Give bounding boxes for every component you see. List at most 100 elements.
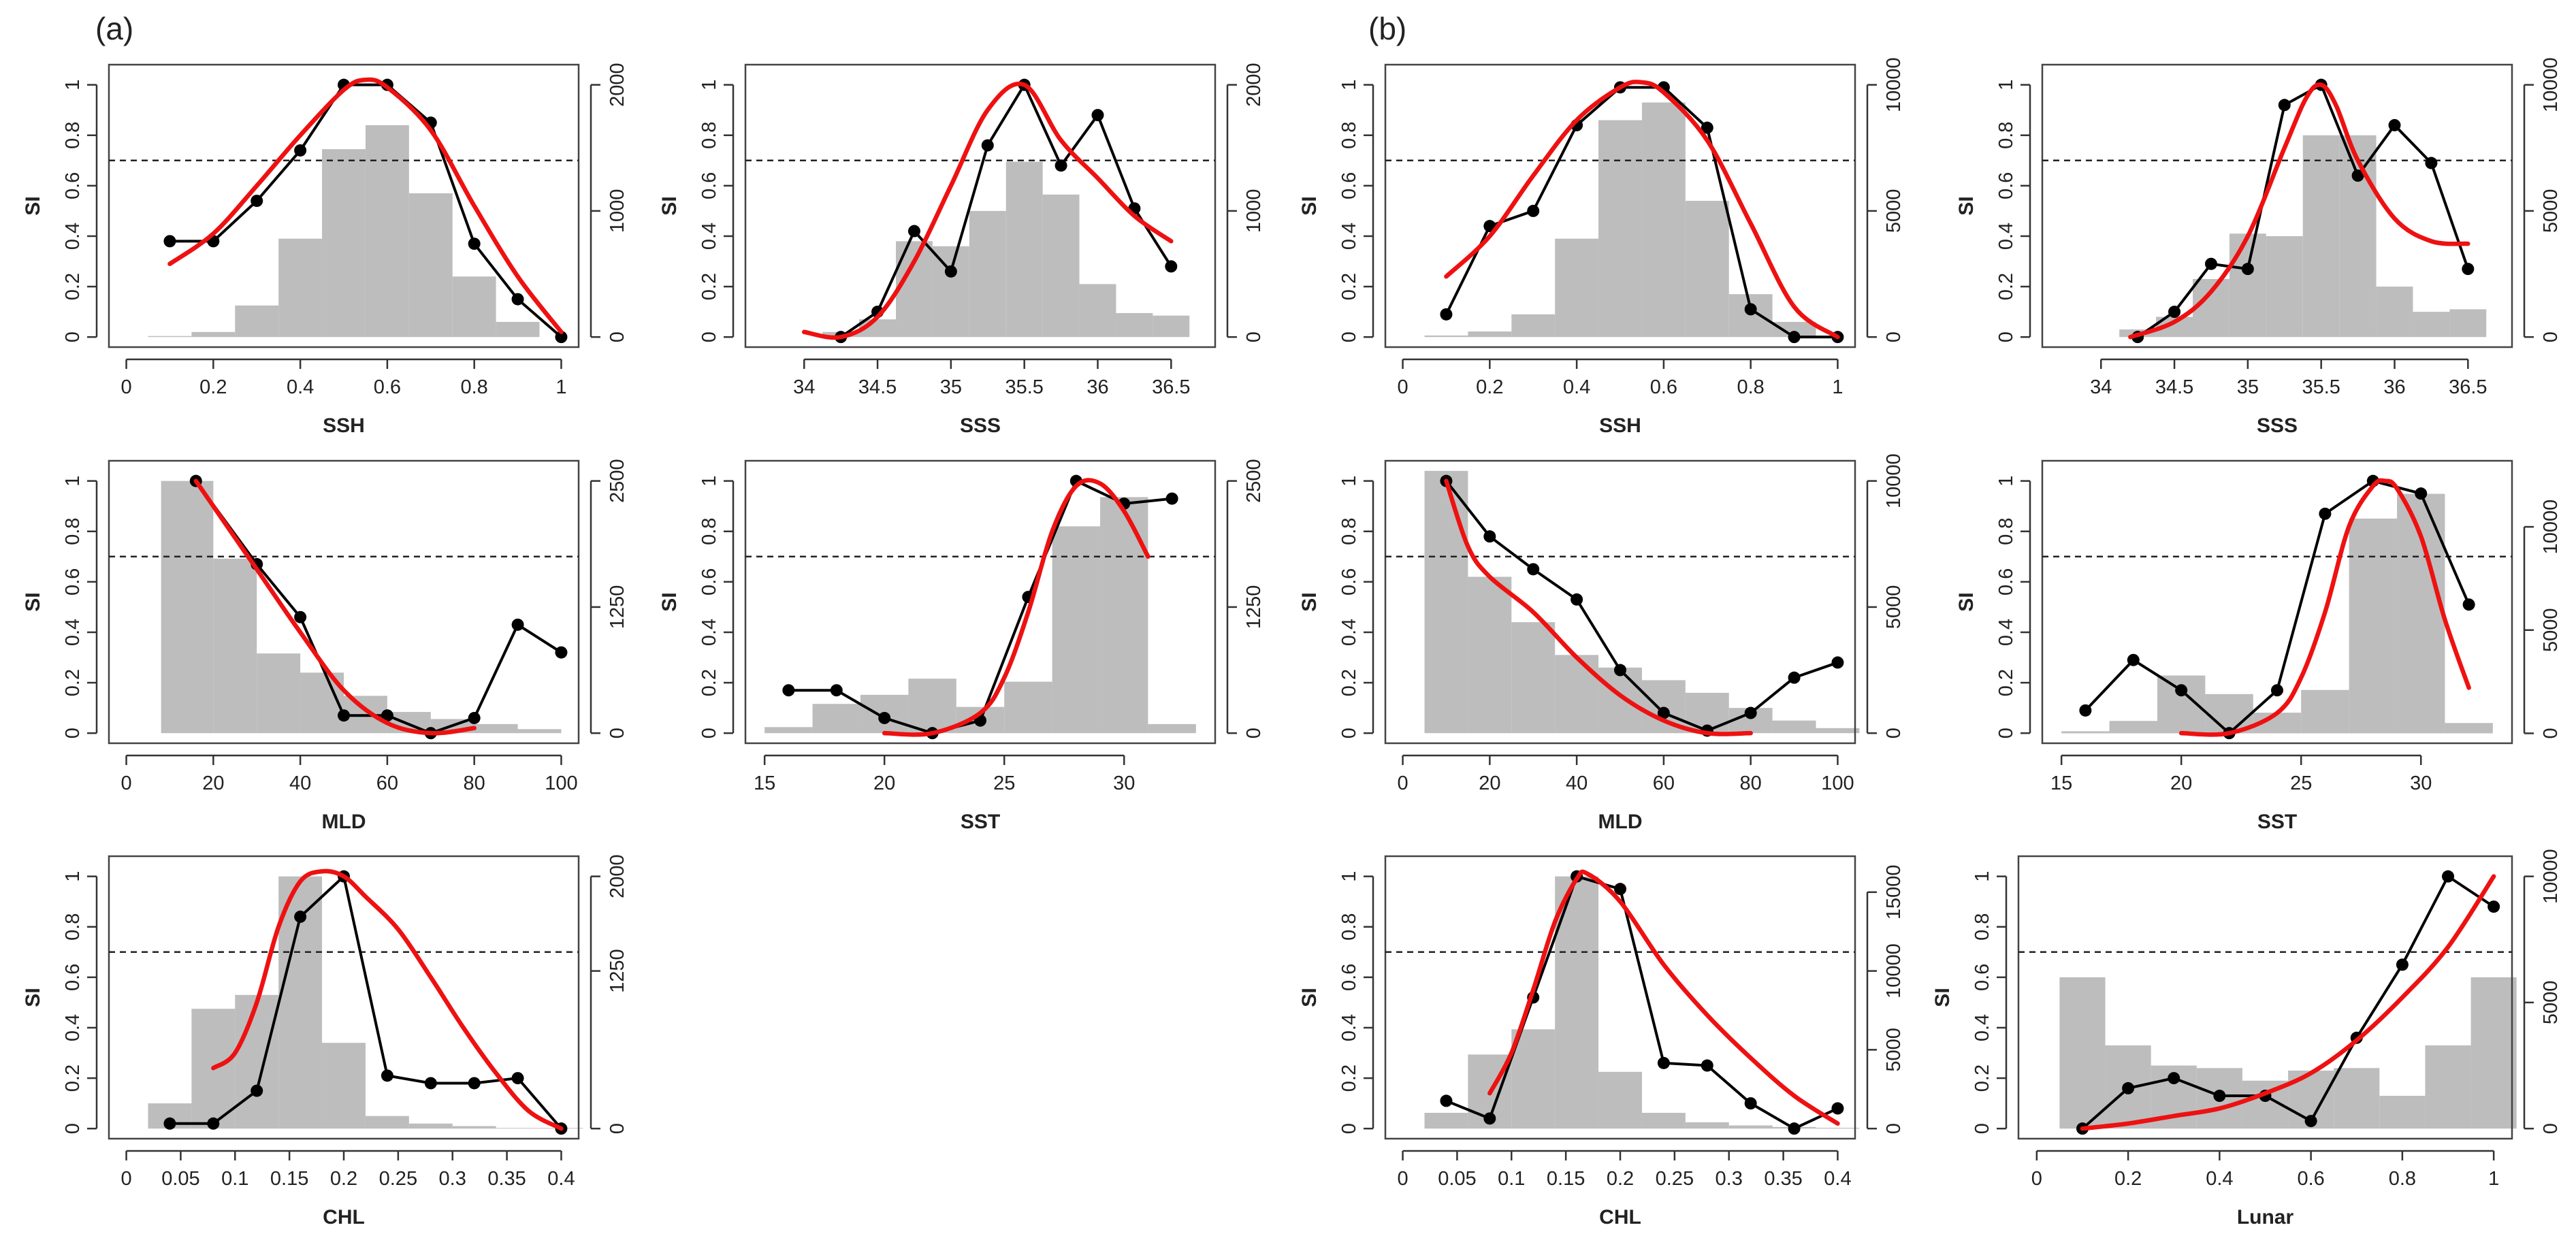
x-axis-title: MLD — [1598, 811, 1643, 833]
y-tick-label: 0.6 — [698, 172, 720, 199]
si-fitted-curve — [1487, 869, 1840, 1126]
si-point — [468, 1077, 481, 1090]
y-tick-label: 0.6 — [62, 172, 84, 199]
histogram-bar — [452, 1126, 496, 1129]
si-point — [294, 611, 307, 623]
si-points — [163, 78, 568, 344]
x-tick-label: 0.2 — [1476, 376, 1503, 398]
histogram-bar — [1685, 201, 1729, 338]
si-fitted-curve — [193, 478, 477, 736]
y-tick-label: 0 — [1971, 1123, 1993, 1134]
y2-tick-label: 2500 — [607, 459, 628, 503]
y2-tick-label: 5000 — [2540, 189, 2562, 233]
histogram-bar — [1153, 315, 1190, 338]
plot-frame — [2041, 459, 2513, 745]
histogram-bar — [1148, 723, 1196, 734]
y-tick-label: 0.8 — [698, 518, 720, 545]
si-point — [338, 709, 350, 722]
histogram-bar — [1468, 331, 1512, 338]
x-tick-label: 1 — [556, 376, 566, 398]
si-point — [424, 1077, 437, 1090]
y-tick-label: 0.6 — [1338, 172, 1360, 199]
histogram-bar — [1468, 576, 1512, 734]
histogram-bar — [322, 1043, 366, 1129]
histogram-bar — [2349, 518, 2398, 734]
histogram-bar — [2413, 312, 2450, 338]
y-axis-title: SI — [1955, 196, 1978, 215]
y-tick-label: 0.2 — [1338, 273, 1360, 300]
si-point — [1788, 671, 1801, 684]
histogram-bar — [908, 679, 956, 734]
y2-tick-label: 0 — [1883, 728, 1905, 738]
si-point — [468, 711, 481, 724]
x-tick-label: 0.35 — [1764, 1168, 1802, 1190]
histogram-bar — [1005, 161, 1043, 338]
y-axis-left: 0 0.2 0.4 0.6 0.8 1 SI — [22, 871, 98, 1134]
si-point — [294, 910, 307, 923]
si-point — [207, 1117, 220, 1130]
y2-tick-label: 0 — [2540, 331, 2562, 342]
histogram-bar — [2266, 235, 2303, 338]
si-point — [2462, 598, 2475, 611]
si-fitted-curve — [2178, 478, 2471, 737]
si-point — [2204, 257, 2217, 270]
si-point — [2271, 684, 2283, 697]
si-point — [1701, 121, 1713, 134]
x-tick-label: 35.5 — [2302, 376, 2340, 398]
y-tick-label: 0.4 — [1995, 619, 2017, 646]
x-tick-label: 60 — [1653, 772, 1675, 794]
si-point — [1527, 204, 1540, 217]
x-tick-label: 0.4 — [1824, 1168, 1851, 1190]
histogram-bar — [2379, 1096, 2426, 1129]
y2-tick-label: 0 — [1883, 331, 1905, 342]
si-fitted-curve — [2128, 82, 2470, 340]
si-point — [1614, 664, 1626, 677]
y-axis-right: 0 5000 10000 — [2523, 500, 2562, 739]
si-point — [2122, 1082, 2135, 1094]
histogram-bar — [322, 149, 366, 338]
y-tick-label: 0.6 — [1995, 172, 2017, 199]
x-tick-label: 0.3 — [439, 1168, 466, 1190]
si-point — [1091, 109, 1104, 122]
histogram-bar — [235, 305, 279, 338]
x-axis-title: Lunar — [2237, 1206, 2294, 1229]
y-tick-label: 0.2 — [1995, 669, 2017, 696]
histogram-bar — [1728, 294, 1773, 338]
y-tick-label: 0 — [1338, 728, 1360, 738]
histogram — [1424, 102, 1816, 338]
x-axis-title: SSH — [323, 414, 365, 437]
x-axis-title: MLD — [322, 811, 366, 833]
x-tick-label: 0.15 — [270, 1168, 308, 1190]
si-point — [2396, 958, 2409, 971]
y-axis-right: 0 1250 2500 — [1226, 459, 1265, 738]
y-tick-label: 0.4 — [698, 223, 720, 250]
si-point — [830, 684, 843, 697]
si-fitted-curve — [167, 77, 564, 335]
y2-tick-label: 1000 — [1243, 189, 1265, 233]
y-axis-title: SI — [658, 592, 681, 611]
si-observed-line — [2081, 874, 2495, 1130]
si-point — [1657, 1056, 1670, 1069]
y-axis-title: SI — [22, 592, 44, 611]
si-point — [1571, 593, 1583, 606]
histogram-bar — [278, 238, 323, 338]
si-point — [2168, 1072, 2180, 1085]
histogram-bar — [1004, 681, 1052, 734]
plot-frame — [108, 855, 580, 1140]
x-tick-label: 36 — [1086, 376, 1108, 398]
x-tick-label: 0.25 — [1656, 1168, 1694, 1190]
histogram-bar — [1641, 1113, 1686, 1129]
histogram-bar — [365, 125, 409, 338]
y2-tick-label: 0 — [2540, 1123, 2562, 1134]
histogram-bar — [1052, 526, 1101, 734]
x-tick-label: 35.5 — [1005, 376, 1043, 398]
x-tick-label: 35 — [940, 376, 962, 398]
y-axis-right: 0 1000 2000 — [590, 63, 628, 342]
x-tick-label: 100 — [545, 772, 577, 794]
si-point — [907, 225, 920, 238]
y-tick-label: 0 — [1338, 331, 1360, 342]
x-tick-label: 0.4 — [1563, 376, 1590, 398]
plot-frame — [1384, 855, 1856, 1140]
si-point — [1788, 1122, 1801, 1135]
y2-tick-label: 1250 — [607, 949, 628, 993]
